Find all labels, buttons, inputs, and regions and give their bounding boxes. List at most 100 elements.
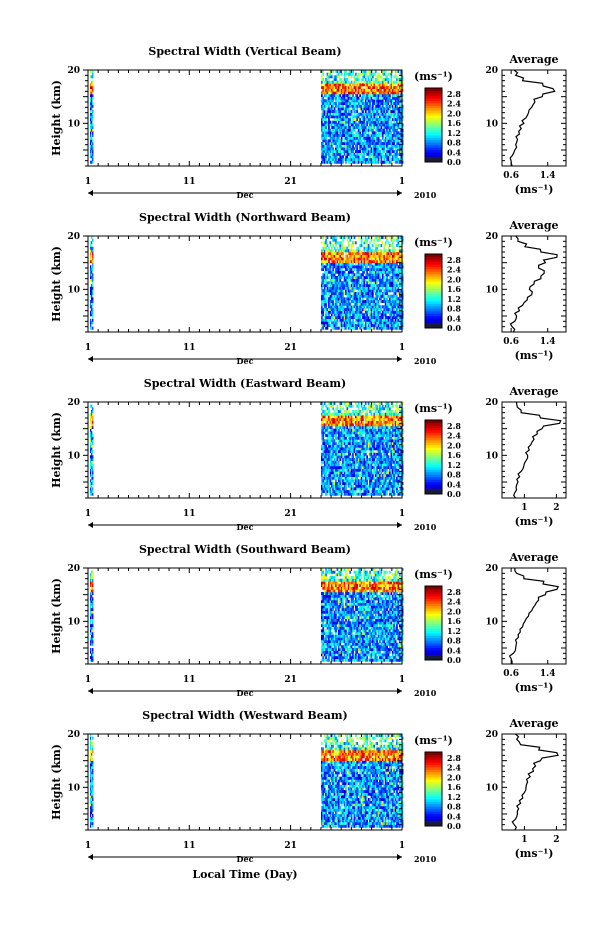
heatmap-cell <box>92 72 94 76</box>
heatmap-cell <box>369 128 371 132</box>
heatmap-cell <box>347 324 350 327</box>
heatmap-cell <box>350 260 353 263</box>
heatmap-cell <box>346 444 349 448</box>
heatmap-cell <box>379 118 381 121</box>
heatmap-cell <box>343 136 346 140</box>
heatmap-cell <box>338 418 340 421</box>
heatmap-cell <box>328 313 330 317</box>
heatmap-cell <box>326 476 329 480</box>
heatmap-cell <box>364 254 367 258</box>
heatmap-cell <box>399 88 401 92</box>
heatmap-cell <box>372 160 374 164</box>
heatmap-cell <box>322 297 325 301</box>
heatmap-cell <box>322 468 325 472</box>
heatmap-cell <box>364 260 367 263</box>
heatmap-cell <box>379 300 381 303</box>
heatmap-cell <box>340 318 343 322</box>
heatmap-cell <box>356 75 359 79</box>
colorbar-segment <box>425 313 442 317</box>
heatmap-cell <box>326 326 329 330</box>
heatmap-cell <box>387 88 390 92</box>
heatmap-cell <box>363 160 366 164</box>
heatmap-cell <box>364 99 367 103</box>
heatmap-cell <box>369 158 371 161</box>
heatmap-cell <box>343 476 346 480</box>
heatmap-cell <box>321 487 323 491</box>
heatmap-cell <box>360 257 363 261</box>
heatmap-cell <box>397 83 400 87</box>
heatmap-cell <box>91 455 93 459</box>
heatmap-cell <box>323 286 326 290</box>
heatmap-cell <box>386 102 388 105</box>
heatmap-cell <box>332 450 334 453</box>
heatmap-cell <box>322 423 325 427</box>
heatmap-cell <box>345 292 347 295</box>
heatmap-cell <box>359 131 361 135</box>
heatmap-cell <box>329 249 332 253</box>
heatmap-cell <box>340 313 343 317</box>
heatmap-cell <box>338 262 340 266</box>
heatmap-cell <box>387 265 390 269</box>
heatmap-cell <box>379 112 381 116</box>
heatmap-cell <box>321 444 323 448</box>
heatmap-cell <box>349 460 351 464</box>
heatmap-cell <box>343 460 346 464</box>
heatmap-cell <box>397 284 400 287</box>
heatmap-cell <box>336 72 339 76</box>
heatmap-cell <box>343 418 346 421</box>
heatmap-cell <box>355 144 357 148</box>
heatmap-cell <box>347 80 350 84</box>
heatmap-cell <box>347 139 350 143</box>
heatmap-cell <box>325 492 327 496</box>
heatmap-cell <box>366 96 368 100</box>
heatmap-cell <box>356 270 359 274</box>
heatmap-cell <box>376 244 378 247</box>
heatmap-cell <box>343 410 346 413</box>
heatmap-cell <box>323 134 326 137</box>
heatmap-cell <box>347 482 350 485</box>
heatmap-cell <box>363 94 366 97</box>
heatmap-cell <box>335 83 337 87</box>
heatmap-cell <box>386 260 388 263</box>
heatmap-cell <box>328 308 330 311</box>
heatmap-cell <box>372 139 374 143</box>
heatmap-cell <box>369 80 371 84</box>
heatmap-cell <box>380 107 383 111</box>
heatmap-cell <box>355 487 357 491</box>
heatmap-cell <box>343 326 346 330</box>
heatmap-cell <box>345 276 347 279</box>
heatmap-cell <box>350 300 353 303</box>
heatmap-cell <box>397 112 400 116</box>
heatmap-cell <box>333 310 336 314</box>
heatmap-cell <box>390 310 393 314</box>
heatmap-cell <box>355 158 357 161</box>
heatmap-cell <box>350 412 353 416</box>
heatmap-cell <box>347 158 350 161</box>
heatmap-cell <box>359 91 361 95</box>
heatmap-cell <box>380 75 383 79</box>
heatmap-cell <box>321 460 323 464</box>
heatmap-cell <box>339 139 342 143</box>
heatmap-cell <box>322 450 325 453</box>
heatmap-cell <box>345 123 347 127</box>
colorbar-floor <box>425 323 442 328</box>
heatmap-cell <box>90 91 92 95</box>
heatmap-cell <box>90 484 92 488</box>
heatmap-cell <box>336 313 339 317</box>
heatmap-cell <box>346 126 349 129</box>
heatmap-cell <box>90 96 92 100</box>
heatmap-cell <box>342 428 344 432</box>
heatmap-cell <box>373 262 376 266</box>
heatmap-cell <box>350 431 353 435</box>
heatmap-cell <box>328 249 330 253</box>
heatmap-cell <box>322 418 325 421</box>
heatmap-cell <box>343 455 346 459</box>
heatmap-cell <box>393 268 395 271</box>
heatmap-cell <box>349 434 351 437</box>
colorbar-segment <box>425 308 442 312</box>
heatmap-cell <box>325 289 327 293</box>
heatmap-cell <box>364 324 367 327</box>
heatmap-cell <box>333 423 336 427</box>
heatmap-cell <box>360 134 363 137</box>
heatmap-cell <box>332 487 334 491</box>
